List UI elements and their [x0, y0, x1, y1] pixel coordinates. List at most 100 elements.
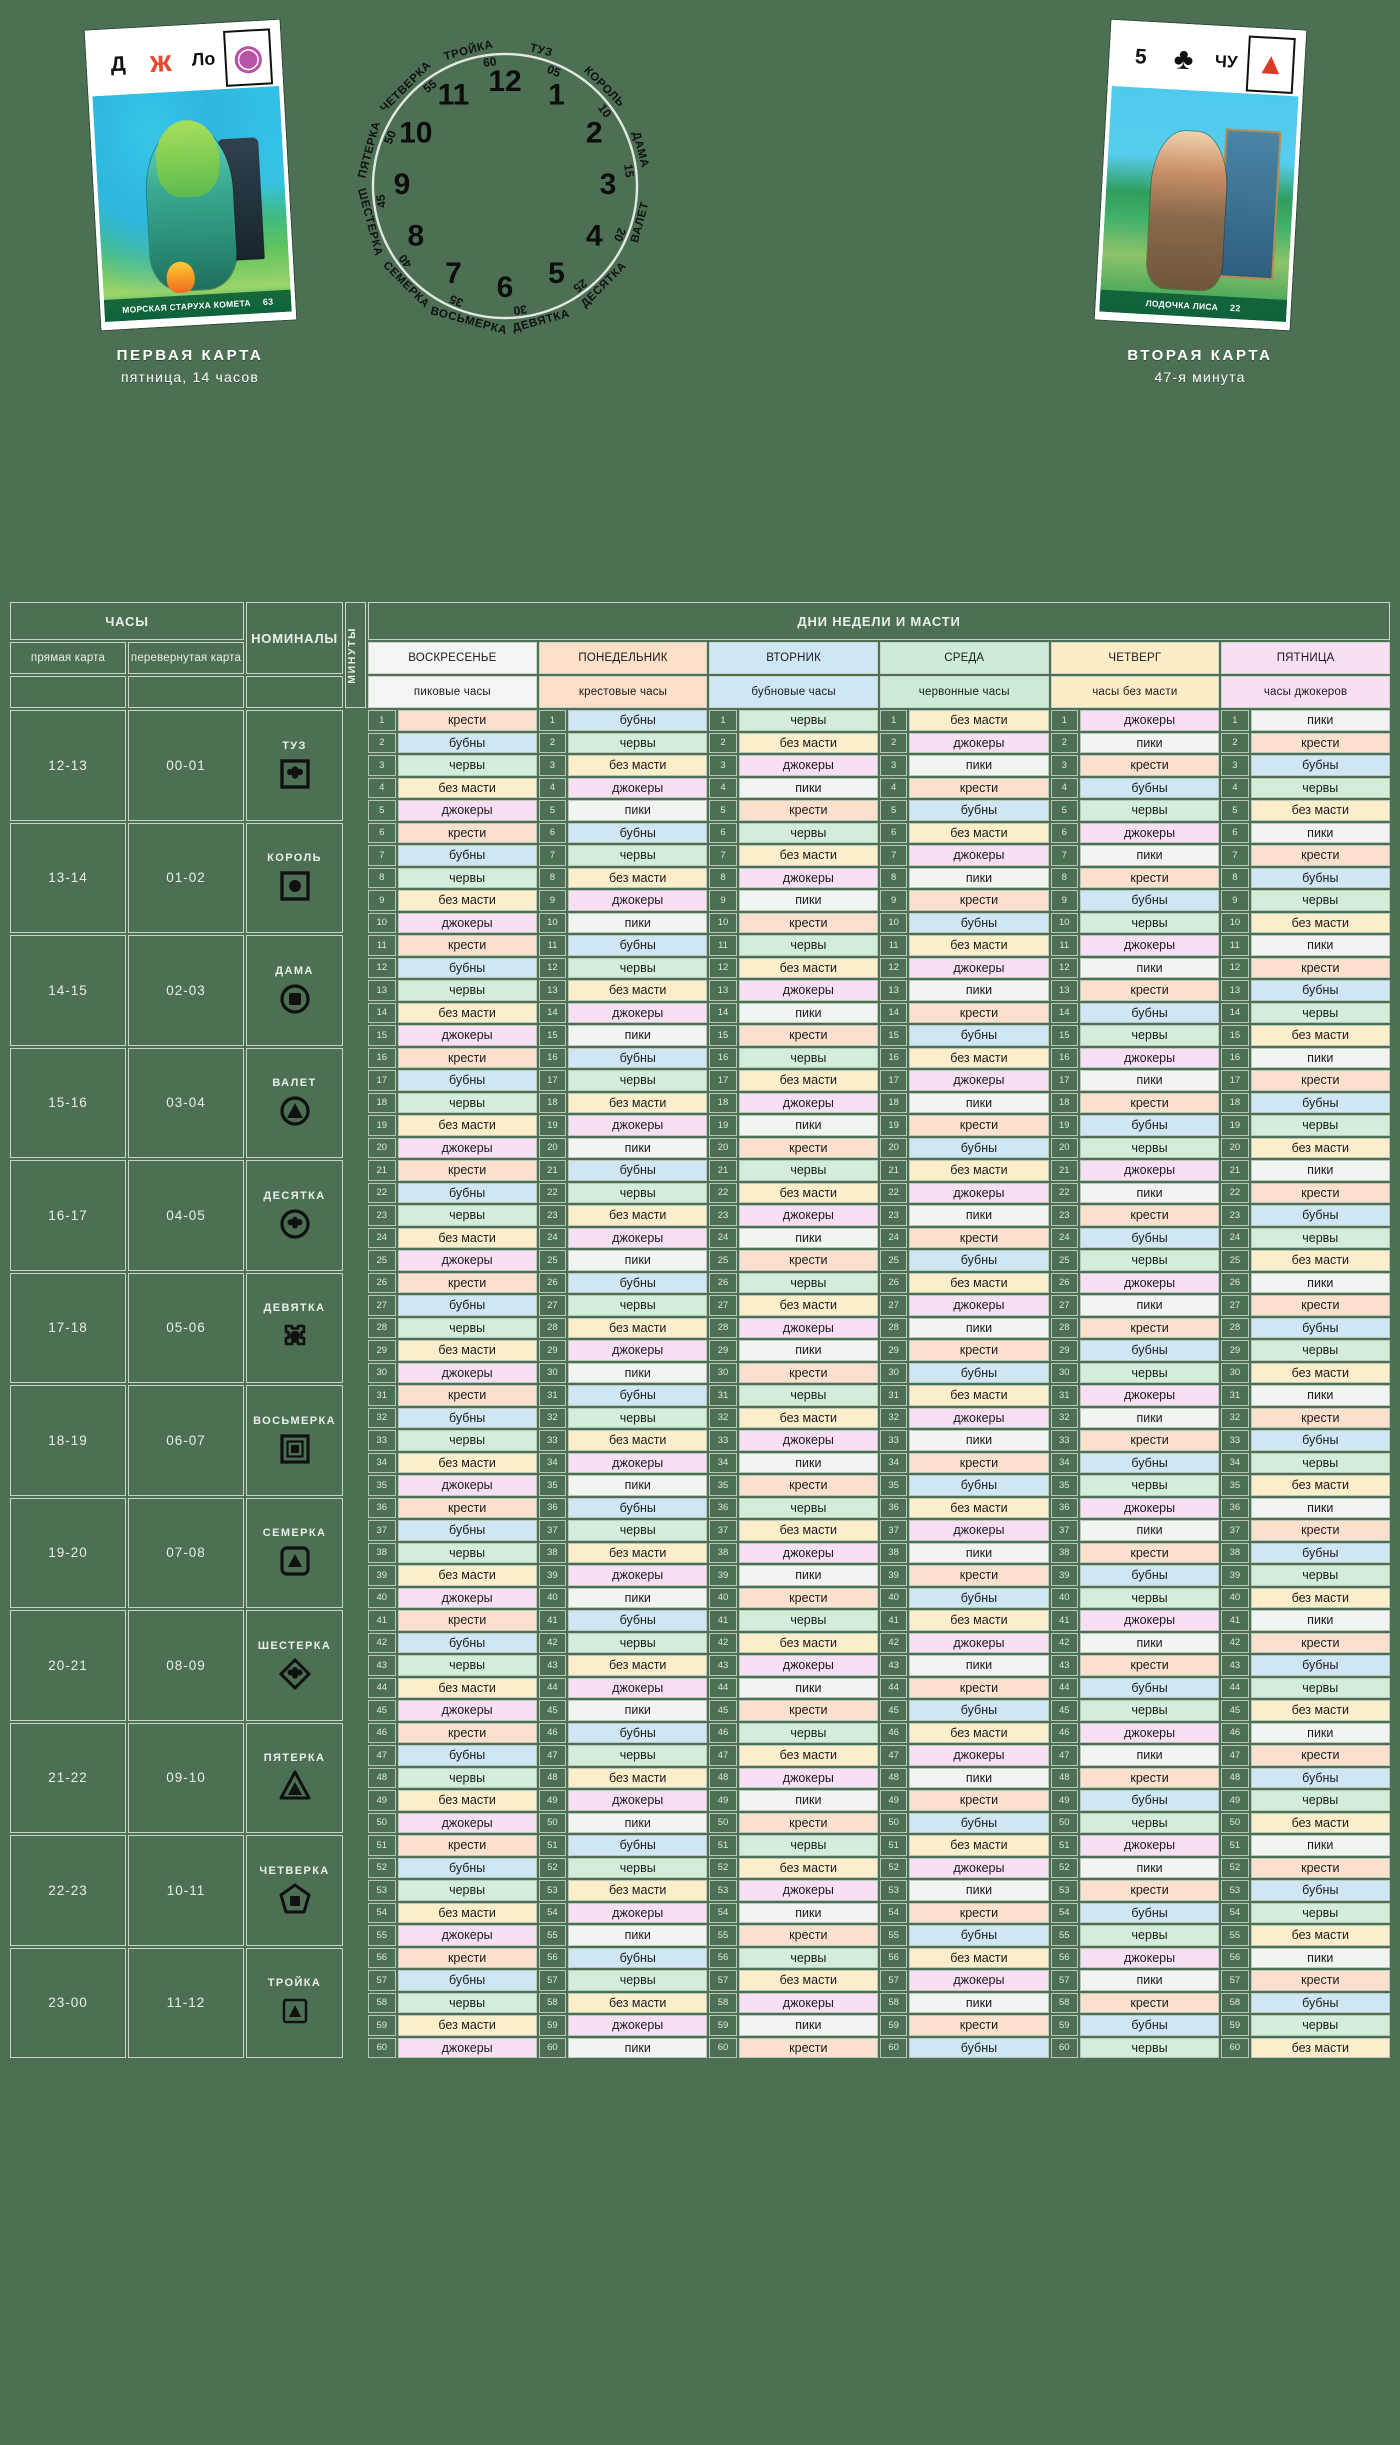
suit-cell[interactable]: пики	[568, 1250, 708, 1271]
suit-cell[interactable]: бубны	[568, 1272, 708, 1293]
suit-cell[interactable]: без масти	[909, 935, 1049, 956]
suit-cell[interactable]: джокеры	[909, 1745, 1049, 1766]
suit-cell[interactable]: бубны	[909, 1250, 1049, 1271]
suit-cell[interactable]: пики	[568, 1025, 708, 1046]
suit-cell[interactable]: червы	[738, 1497, 878, 1518]
suit-cell[interactable]: джокеры	[568, 1340, 708, 1361]
suit-cell[interactable]: червы	[568, 1857, 708, 1878]
suit-cell[interactable]: пики	[1079, 1745, 1220, 1766]
suit-cell[interactable]: пики	[1250, 935, 1390, 956]
suit-cell[interactable]: бубны	[397, 845, 537, 866]
suit-cell[interactable]: пики	[738, 1677, 878, 1698]
suit-cell[interactable]: бубны	[397, 1070, 537, 1091]
suit-cell[interactable]: без масти	[909, 1272, 1049, 1293]
suit-cell[interactable]: пики	[909, 980, 1049, 1001]
suit-cell[interactable]: пики	[738, 1115, 878, 1136]
suit-cell[interactable]: пики	[909, 867, 1049, 888]
suit-cell[interactable]: без масти	[1250, 1025, 1390, 1046]
suit-cell[interactable]: пики	[1250, 1722, 1390, 1743]
suit-cell[interactable]: червы	[568, 1295, 708, 1316]
suit-cell[interactable]: бубны	[1250, 1542, 1390, 1563]
suit-cell[interactable]: червы	[1079, 1700, 1220, 1721]
suit-cell[interactable]: джокеры	[909, 845, 1049, 866]
suit-cell[interactable]: без масти	[568, 755, 708, 776]
suit-cell[interactable]: без масти	[738, 1070, 878, 1091]
suit-cell[interactable]: бубны	[397, 1295, 537, 1316]
suit-cell[interactable]: червы	[738, 1610, 878, 1631]
suit-cell[interactable]: пики	[1079, 845, 1220, 866]
suit-cell[interactable]: червы	[1250, 1902, 1390, 1923]
suit-cell[interactable]: пики	[1079, 1857, 1220, 1878]
suit-cell[interactable]: джокеры	[1079, 1835, 1220, 1856]
suit-cell[interactable]: крести	[397, 1385, 537, 1406]
suit-cell[interactable]: крести	[397, 1497, 537, 1518]
suit-cell[interactable]: крести	[1250, 732, 1390, 753]
suit-cell[interactable]: бубны	[397, 732, 537, 753]
suit-cell[interactable]: крести	[1079, 1317, 1220, 1338]
suit-cell[interactable]: джокеры	[1079, 1610, 1220, 1631]
suit-cell[interactable]: без масти	[397, 890, 537, 911]
suit-cell[interactable]: крести	[397, 1047, 537, 1068]
suit-cell[interactable]: крести	[1250, 1745, 1390, 1766]
suit-cell[interactable]: пики	[568, 800, 708, 821]
suit-cell[interactable]: без масти	[1250, 1587, 1390, 1608]
suit-cell[interactable]: крести	[738, 912, 878, 933]
suit-cell[interactable]: крести	[397, 1272, 537, 1293]
suit-cell[interactable]: крести	[1250, 845, 1390, 866]
suit-cell[interactable]: бубны	[1079, 1790, 1220, 1811]
suit-cell[interactable]: бубны	[568, 1947, 708, 1968]
suit-cell[interactable]: крести	[1079, 867, 1220, 888]
suit-cell[interactable]: червы	[1079, 1587, 1220, 1608]
suit-cell[interactable]: крести	[909, 1227, 1049, 1248]
suit-cell[interactable]: бубны	[909, 1475, 1049, 1496]
suit-cell[interactable]: джокеры	[738, 1655, 878, 1676]
suit-cell[interactable]: пики	[1250, 1610, 1390, 1631]
suit-cell[interactable]: без масти	[909, 1385, 1049, 1406]
suit-cell[interactable]: червы	[1250, 1452, 1390, 1473]
suit-cell[interactable]: джокеры	[397, 1025, 537, 1046]
suit-cell[interactable]: пики	[568, 1475, 708, 1496]
suit-cell[interactable]: крести	[1250, 1070, 1390, 1091]
suit-cell[interactable]: крести	[1250, 1407, 1390, 1428]
suit-cell[interactable]: крести	[1250, 1632, 1390, 1653]
suit-cell[interactable]: пики	[738, 1227, 878, 1248]
suit-cell[interactable]: крести	[1079, 1655, 1220, 1676]
suit-cell[interactable]: крести	[909, 777, 1049, 798]
suit-cell[interactable]: джокеры	[1079, 1047, 1220, 1068]
suit-cell[interactable]: пики	[1250, 1497, 1390, 1518]
suit-cell[interactable]: без масти	[909, 822, 1049, 843]
suit-cell[interactable]: бубны	[1079, 1115, 1220, 1136]
suit-cell[interactable]: без масти	[397, 1115, 537, 1136]
suit-cell[interactable]: джокеры	[568, 1115, 708, 1136]
suit-cell[interactable]: крести	[397, 1835, 537, 1856]
suit-cell[interactable]: червы	[738, 1947, 878, 1968]
suit-cell[interactable]: без масти	[738, 845, 878, 866]
suit-cell[interactable]: крести	[1250, 1295, 1390, 1316]
suit-cell[interactable]: червы	[397, 755, 537, 776]
suit-cell[interactable]: джокеры	[909, 732, 1049, 753]
suit-cell[interactable]: крести	[397, 1722, 537, 1743]
suit-cell[interactable]: крести	[909, 1565, 1049, 1586]
suit-cell[interactable]: червы	[1250, 1790, 1390, 1811]
suit-cell[interactable]: джокеры	[397, 1812, 537, 1833]
suit-cell[interactable]: червы	[397, 1542, 537, 1563]
suit-cell[interactable]: без масти	[909, 1835, 1049, 1856]
suit-cell[interactable]: джокеры	[909, 1520, 1049, 1541]
suit-cell[interactable]: червы	[1079, 2037, 1220, 2058]
suit-cell[interactable]: крести	[1250, 1857, 1390, 1878]
suit-cell[interactable]: без масти	[909, 1722, 1049, 1743]
suit-cell[interactable]: бубны	[1250, 1317, 1390, 1338]
suit-cell[interactable]: крести	[738, 1025, 878, 1046]
suit-cell[interactable]: пики	[1079, 1182, 1220, 1203]
suit-cell[interactable]: без масти	[738, 1295, 878, 1316]
suit-cell[interactable]: бубны	[568, 710, 708, 731]
suit-cell[interactable]: бубны	[909, 1812, 1049, 1833]
suit-cell[interactable]: бубны	[909, 1362, 1049, 1383]
suit-cell[interactable]: без масти	[1250, 1925, 1390, 1946]
suit-cell[interactable]: джокеры	[738, 1092, 878, 1113]
suit-cell[interactable]: червы	[397, 1655, 537, 1676]
suit-cell[interactable]: пики	[738, 2015, 878, 2036]
suit-cell[interactable]: червы	[1250, 1340, 1390, 1361]
suit-cell[interactable]: крести	[738, 2037, 878, 2058]
playing-card-second[interactable]: 5 ♣ ЧУ ▲ ЛОДОЧКА ЛИСА 22	[1094, 19, 1306, 331]
